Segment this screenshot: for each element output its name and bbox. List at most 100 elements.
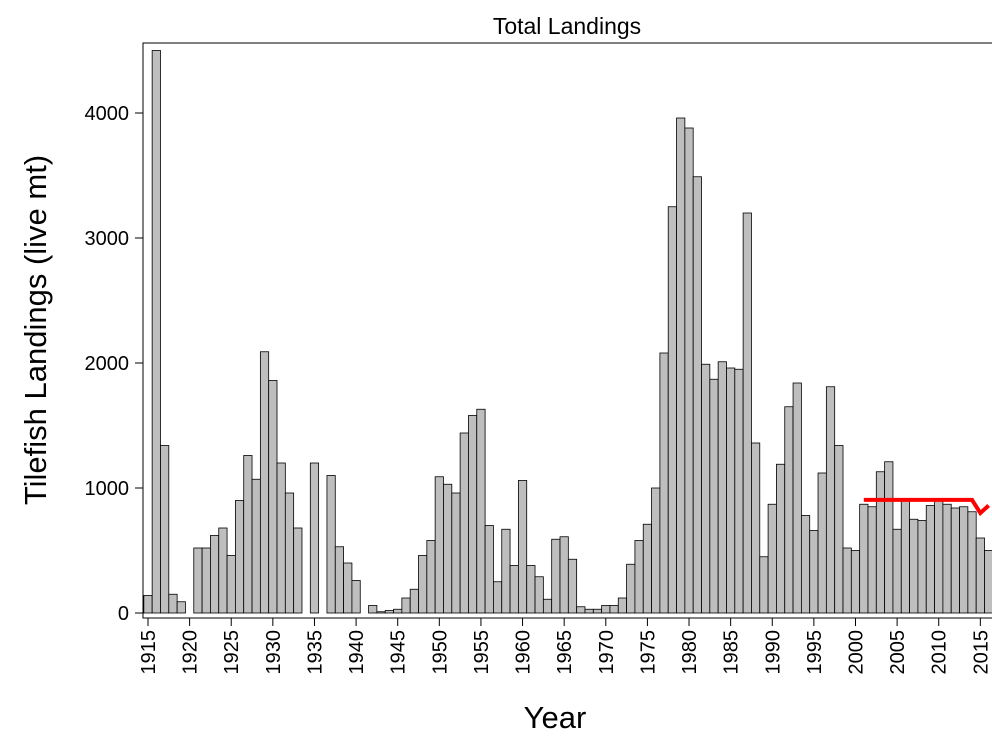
bar bbox=[651, 487, 661, 614]
bar bbox=[234, 500, 245, 614]
x-tick-label: 1945 bbox=[388, 630, 410, 675]
bar bbox=[468, 415, 478, 614]
bar bbox=[151, 50, 161, 614]
bar bbox=[551, 538, 561, 614]
x-axis-label: Year bbox=[524, 700, 587, 735]
bar bbox=[326, 475, 336, 614]
bar bbox=[210, 535, 220, 614]
bar bbox=[293, 527, 303, 614]
bar bbox=[343, 562, 353, 614]
bar bbox=[917, 520, 927, 614]
x-tick-label: 1960 bbox=[513, 630, 535, 675]
bar bbox=[834, 445, 844, 614]
bar bbox=[642, 523, 652, 614]
bar bbox=[950, 507, 960, 614]
bar bbox=[667, 206, 677, 614]
bar bbox=[692, 176, 702, 614]
bar bbox=[601, 605, 611, 614]
bar bbox=[867, 506, 877, 614]
x-tick-label: 1940 bbox=[346, 630, 368, 675]
bar bbox=[576, 606, 586, 614]
x-tick-label: 1995 bbox=[804, 630, 826, 675]
bar bbox=[634, 540, 644, 614]
x-tick-label: 1920 bbox=[180, 630, 202, 675]
bar bbox=[201, 547, 211, 614]
bar bbox=[925, 505, 935, 614]
x-tick-label: 2005 bbox=[887, 630, 909, 675]
bar bbox=[742, 212, 752, 614]
x-tick-label: 1925 bbox=[221, 630, 243, 675]
bar bbox=[701, 363, 711, 614]
bar bbox=[526, 565, 536, 614]
bar bbox=[143, 595, 153, 614]
bar bbox=[268, 380, 278, 614]
bar bbox=[967, 511, 977, 614]
x-tick-label: 1955 bbox=[471, 630, 493, 675]
bar bbox=[617, 597, 627, 614]
bar bbox=[409, 588, 419, 614]
bar bbox=[484, 525, 494, 614]
bar bbox=[376, 611, 386, 614]
bar bbox=[709, 378, 719, 614]
bar bbox=[825, 386, 836, 614]
bar bbox=[218, 527, 228, 614]
x-tick-label: 2010 bbox=[929, 630, 951, 675]
x-tick-label: 2015 bbox=[970, 630, 992, 675]
bar bbox=[534, 576, 544, 614]
x-tick-label: 1950 bbox=[429, 630, 451, 675]
bar bbox=[659, 352, 669, 614]
plot-frame bbox=[142, 42, 992, 619]
x-tick-label: 2000 bbox=[845, 630, 867, 675]
chart-title: Total Landings bbox=[493, 13, 641, 39]
bar bbox=[559, 536, 569, 614]
bar bbox=[717, 361, 727, 614]
bar bbox=[351, 580, 361, 614]
x-tick-label: 1965 bbox=[554, 630, 576, 675]
line bbox=[863, 497, 991, 517]
bar bbox=[284, 492, 295, 614]
bar bbox=[900, 500, 910, 614]
bar bbox=[451, 492, 461, 614]
bar bbox=[767, 503, 777, 614]
y-axis-label: Tilefish Landings (live mt) bbox=[18, 155, 53, 505]
bar bbox=[584, 608, 594, 614]
y-tick-label: 1000 bbox=[85, 478, 130, 500]
bar bbox=[251, 478, 261, 614]
bar bbox=[884, 461, 894, 614]
bar bbox=[609, 605, 619, 614]
x-tick-label: 1970 bbox=[596, 630, 618, 675]
bar bbox=[800, 515, 811, 614]
bar bbox=[476, 408, 486, 614]
bar bbox=[934, 498, 944, 614]
bar bbox=[160, 445, 170, 614]
x-tick-label: 1930 bbox=[263, 630, 285, 675]
bar bbox=[334, 546, 344, 614]
bar bbox=[193, 547, 203, 614]
y-tick-label: 0 bbox=[118, 603, 129, 625]
bar bbox=[909, 518, 919, 614]
bar bbox=[443, 483, 453, 614]
y-tick-label: 4000 bbox=[85, 103, 130, 125]
bar bbox=[984, 550, 992, 614]
bar bbox=[684, 127, 694, 614]
bar bbox=[493, 581, 503, 614]
bar bbox=[942, 503, 952, 614]
bar bbox=[776, 463, 786, 614]
bar bbox=[542, 598, 553, 614]
bar bbox=[276, 462, 286, 614]
bar bbox=[226, 555, 236, 614]
bar bbox=[384, 610, 394, 614]
y-tick-label: 3000 bbox=[85, 228, 130, 250]
bar bbox=[859, 503, 869, 614]
x-tick-label: 1975 bbox=[637, 630, 659, 675]
bar bbox=[168, 593, 178, 614]
bar bbox=[676, 117, 686, 614]
bar bbox=[892, 528, 902, 614]
bar bbox=[401, 597, 411, 614]
bar bbox=[517, 480, 528, 614]
bar bbox=[509, 565, 519, 614]
bar bbox=[734, 368, 744, 614]
bar bbox=[592, 608, 603, 614]
